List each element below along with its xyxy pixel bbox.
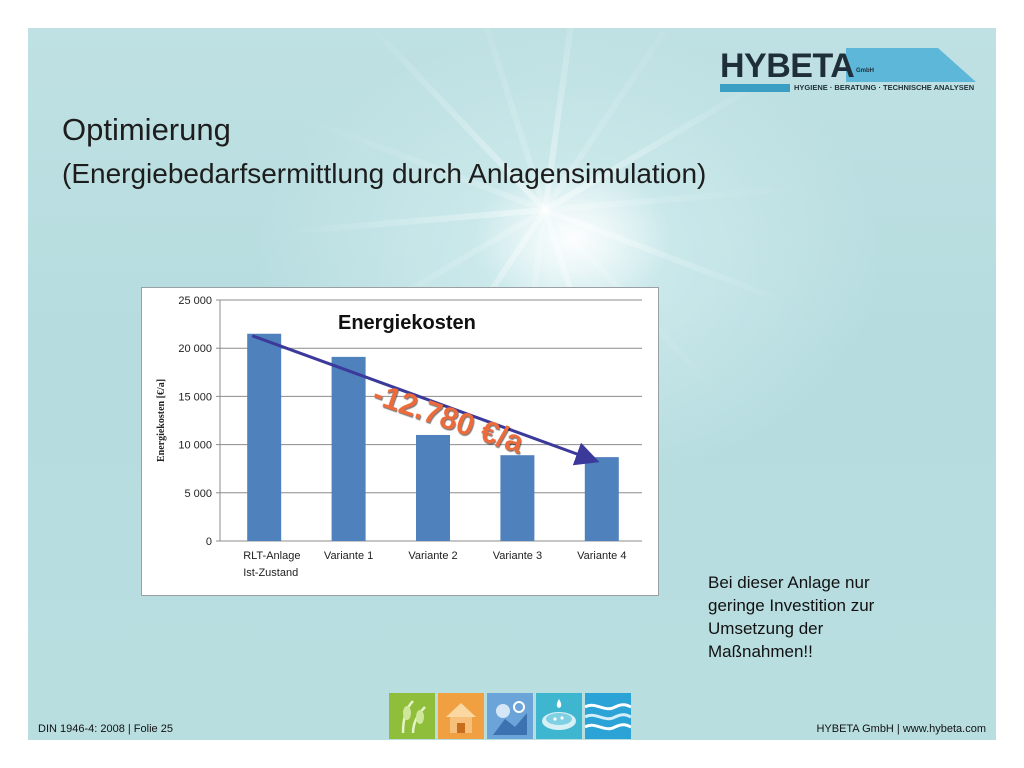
x-tick-label: Variante 2 [408,550,457,562]
chart: 0 5 000 10 000 15 000 20 000 25 000 RLT-Anlage… [141,287,659,596]
logo-suffix: GmbH [856,68,874,74]
logo-tagline: HYGIENE · BERATUNG · TECHNISCHE ANALYSEN [794,83,975,92]
y-tick-label: 20 000 [178,343,212,355]
y-tick-label: 25 000 [178,295,212,307]
chart-svg: 0 5 000 10 000 15 000 20 000 25 000 RLT-Anlage… [156,295,642,579]
petri-dish-icon [536,693,582,739]
logo: HYBETA GmbH HYGIENE · BERATUNG · TECHNIS… [720,46,982,94]
y-tick-label: 0 [206,536,212,548]
note-line: geringe Investition zur [708,596,875,615]
note-line: Maßnahmen!! [708,642,813,661]
topic-icons [389,693,631,739]
y-tick-label: 15 000 [178,391,212,403]
logo-name: HYBETA [720,47,855,85]
chart-title: Energiekosten [338,312,476,334]
slide-subtitle: (Energiebedarfsermittlung durch Anlagens… [62,158,707,189]
y-tick-label: 10 000 [178,440,212,452]
bar [584,457,619,541]
slide-title: Optimierung [62,112,231,147]
footer-left: DIN 1946-4: 2008 | Folie 25 [38,723,173,735]
y-tick-label: 5 000 [184,488,212,500]
bar [247,333,282,541]
logo-graphic [720,48,976,92]
note-line: Umsetzung der [708,619,824,638]
lab-icon [487,693,533,739]
note-text: Bei dieser Anlage nur geringe Investitio… [708,571,948,663]
note-line: Bei dieser Anlage nur [708,573,870,592]
x-tick-label: Ist-Zustand [243,567,298,579]
x-tick-label: Variante 3 [493,550,542,562]
x-tick-label: Variante 1 [324,550,373,562]
x-tick-label: Variante 4 [577,550,626,562]
slide: HYBETA GmbH HYGIENE · BERATUNG · TECHNIS… [28,28,996,740]
water-icon [585,693,631,739]
x-tick-label: RLT-Anlage [243,550,300,562]
bar [331,356,366,541]
bar [416,434,450,541]
footer-right: HYBETA GmbH | www.hybeta.com [816,723,986,735]
savings-arrow [251,334,600,466]
house-icon [438,693,484,739]
plant-icon [389,693,435,739]
bar [500,455,535,541]
y-axis-title: Energiekosten [€/a] [156,379,167,462]
